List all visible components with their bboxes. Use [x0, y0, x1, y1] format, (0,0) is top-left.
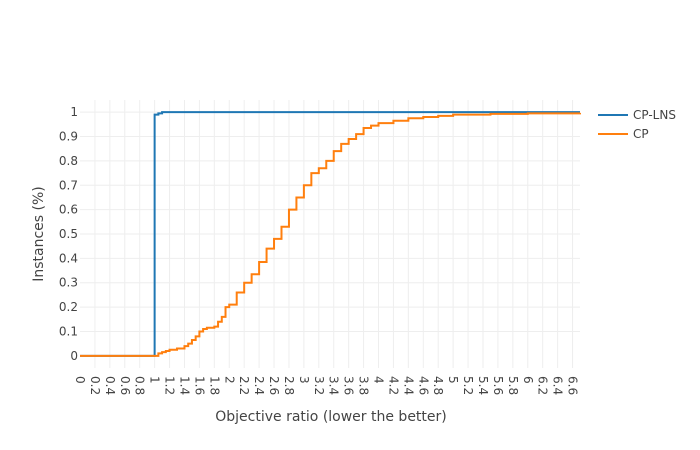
x-tick-label: 5.2 [461, 376, 475, 395]
y-tick-label: 0.8 [59, 154, 78, 168]
x-tick-label: 4.8 [431, 376, 445, 395]
x-tick-label: 6.2 [536, 376, 550, 395]
x-tick-label: 2.4 [252, 376, 266, 395]
y-tick-label: 1 [70, 105, 78, 119]
y-tick-label: 0.6 [59, 203, 78, 217]
x-tick-label: 4.6 [416, 376, 430, 395]
x-tick-label: 3.2 [312, 376, 326, 395]
series-line-cp-lns [80, 111, 580, 357]
x-tick-label: 6.6 [566, 376, 580, 395]
x-tick-label: 1 [148, 376, 162, 384]
y-tick-label: 0.5 [59, 227, 78, 241]
x-tick-label: 1.6 [192, 376, 206, 395]
x-tick-label: 0.4 [103, 376, 117, 395]
x-tick-label: 3.4 [327, 376, 341, 395]
x-axis-ticks: 0 0.2 0.4 0.6 0.8 1 1.2 1.4 1.6 1.8 2 2.2 2.4 2.6 2.8 3… [73, 376, 580, 395]
series-lines [80, 111, 581, 357]
y-tick-label: 0.4 [59, 251, 78, 265]
x-tick-label: 0.6 [118, 376, 132, 395]
x-tick-label: 1.4 [177, 376, 191, 395]
y-tick-label: 0.7 [59, 178, 78, 192]
legend-label: CP-LNS [633, 108, 676, 122]
x-tick-label: 2.6 [267, 376, 281, 395]
y-tick-label: 0.9 [59, 130, 78, 144]
x-tick-label: 5.8 [506, 376, 520, 395]
x-tick-label: 0.2 [88, 376, 102, 395]
y-tick-label: 0 [70, 349, 78, 363]
legend[interactable]: CP-LNS CP [598, 108, 676, 141]
x-tick-label: 0.8 [133, 376, 147, 395]
y-axis-ticks: 0 0.1 0.2 0.3 0.4 0.5 0.6 0.7 0.8 0.9 1 [59, 105, 78, 363]
legend-label: CP [633, 127, 649, 141]
x-tick-label: 0 [73, 376, 87, 384]
x-tick-label: 1.8 [207, 376, 221, 395]
x-tick-label: 2.8 [282, 376, 296, 395]
x-tick-label: 5.4 [476, 376, 490, 395]
x-tick-label: 3.8 [357, 376, 371, 395]
x-tick-label: 6.4 [551, 376, 565, 395]
y-tick-label: 0.3 [59, 276, 78, 290]
grid-lines [80, 100, 580, 368]
x-tick-label: 2 [222, 376, 236, 384]
legend-item-cp-lns[interactable]: CP-LNS [598, 108, 676, 122]
x-tick-label: 4 [372, 376, 386, 384]
x-tick-label: 5.6 [491, 376, 505, 395]
x-tick-label: 4.2 [386, 376, 400, 395]
x-tick-label: 2.2 [237, 376, 251, 395]
x-tick-label: 6 [521, 376, 535, 384]
x-tick-label: 1.2 [163, 376, 177, 395]
series-line-cp [80, 112, 581, 357]
x-tick-label: 3 [297, 376, 311, 384]
x-tick-label: 4.4 [401, 376, 415, 395]
y-tick-label: 0.1 [59, 324, 78, 338]
y-axis-title: Instances (%) [31, 186, 47, 282]
x-axis-title: Objective ratio (lower the better) [215, 409, 447, 425]
y-tick-label: 0.2 [59, 300, 78, 314]
x-tick-label: 5 [446, 376, 460, 384]
x-tick-label: 3.6 [342, 376, 356, 395]
legend-item-cp[interactable]: CP [598, 127, 649, 141]
